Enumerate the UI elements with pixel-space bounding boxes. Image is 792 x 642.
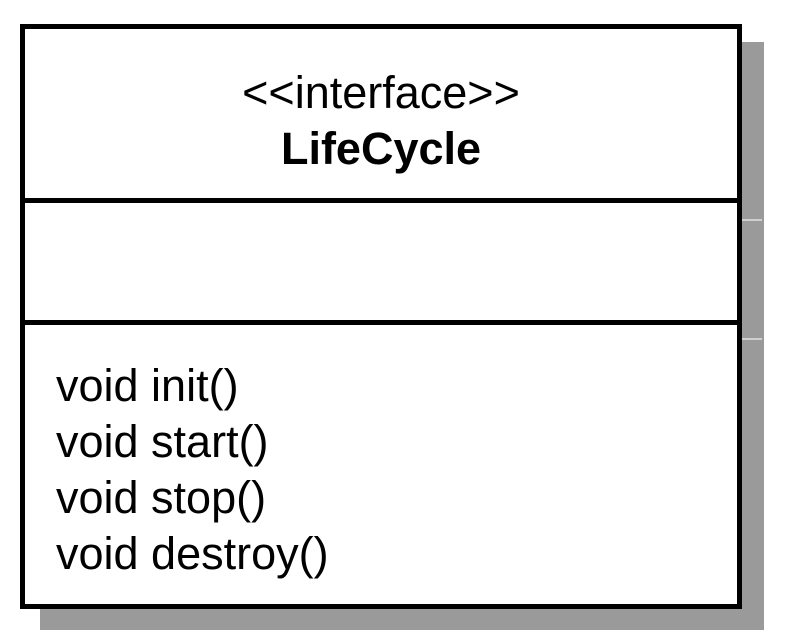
attributes-compartment [25,203,737,325]
operation-start: void start() [56,416,269,467]
attributes-divider-tick [742,338,762,340]
header-divider-tick [742,219,762,221]
class-header-compartment: <<interface>> LifeCycle [25,29,737,203]
operations-compartment: void init() void start() void stop() voi… [25,325,737,604]
class-stereotype: <<interface>> [242,67,520,118]
uml-class-box[interactable]: <<interface>> LifeCycle void init() void… [20,24,742,609]
operation-init: void init() [56,360,239,411]
operation-stop: void stop() [56,472,267,523]
operation-destroy: void destroy() [56,528,329,579]
class-name: LifeCycle [280,123,482,174]
